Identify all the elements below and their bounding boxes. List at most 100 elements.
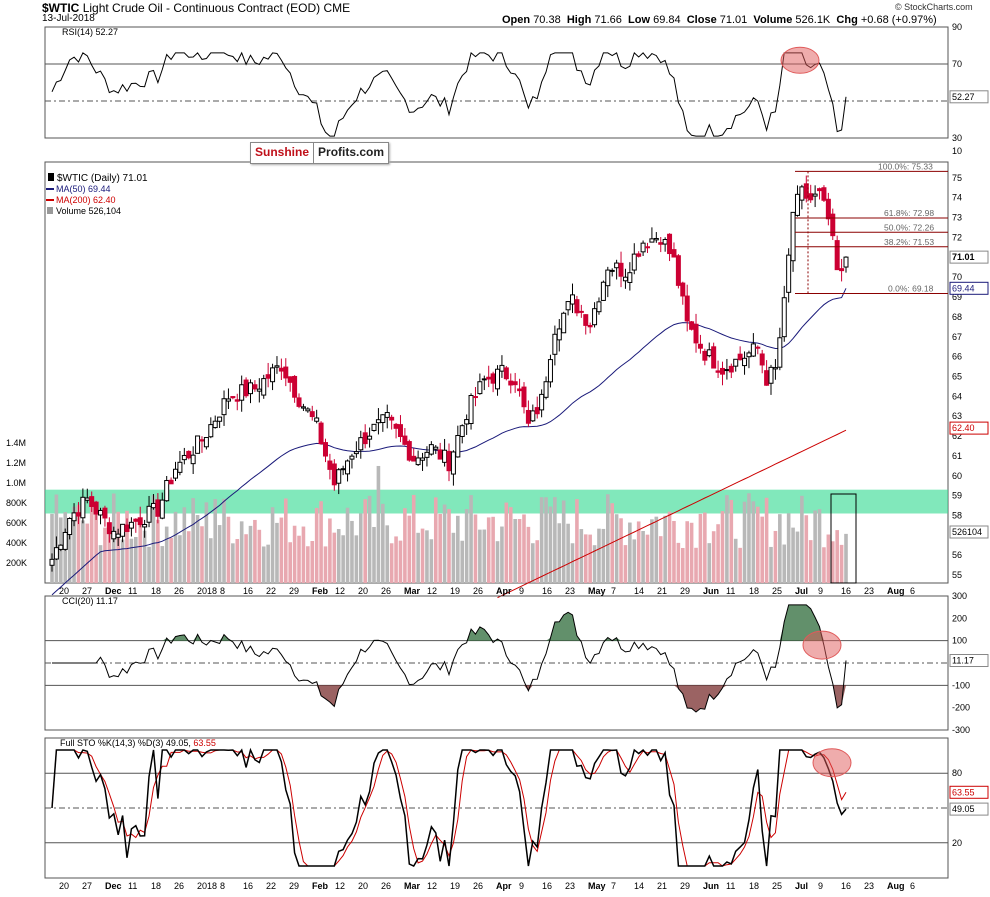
candle-body: [592, 308, 598, 326]
candle-body: [658, 242, 664, 245]
volume-bar: [275, 522, 279, 583]
sto-tick: 80: [952, 768, 962, 778]
x-label-bottom: 21: [657, 881, 667, 891]
volume-bar: [156, 519, 160, 583]
candle-body: [265, 374, 271, 379]
candle-body: [239, 384, 245, 401]
volume-bar: [107, 522, 112, 583]
x-label-bottom: 23: [565, 881, 575, 891]
candle-body: [693, 323, 699, 344]
price-tick-67: 67: [952, 332, 962, 342]
volume-bar: [341, 535, 345, 583]
volume-bar: [328, 518, 332, 583]
price-tick-62: 62: [952, 431, 962, 441]
sto-k-box: [949, 802, 989, 816]
candle-body: [464, 419, 470, 425]
volume-bar: [433, 497, 438, 583]
candle-body: [225, 398, 231, 402]
volume-bar: [319, 501, 323, 583]
x-label-top: 16: [841, 586, 851, 596]
volume-bar: [654, 516, 659, 583]
candle-body: [49, 558, 55, 566]
candle-body: [614, 262, 620, 269]
x-label-bottom: 6: [910, 881, 915, 891]
candle-body: [450, 451, 456, 475]
candle-body: [499, 364, 505, 372]
volume-bar: [658, 536, 663, 583]
x-label-bottom: 14: [634, 881, 644, 891]
cci-tick: 100: [952, 636, 967, 646]
volume-bar: [297, 535, 301, 583]
x-label-bottom: 18: [151, 881, 161, 891]
volume-highlight-box: [830, 493, 857, 584]
candle-body: [168, 479, 174, 485]
x-label-top: 12: [335, 586, 345, 596]
cci-tick: 300: [952, 591, 967, 601]
candle-body: [208, 424, 214, 438]
volume-bar: [698, 513, 703, 583]
candle-body: [508, 380, 514, 386]
candle-body: [75, 512, 81, 517]
volume-bar: [345, 507, 350, 583]
candle-body: [517, 388, 523, 392]
candle-body: [468, 395, 474, 425]
candle-body: [406, 441, 412, 461]
candle-body: [292, 375, 298, 398]
volume-bar: [191, 498, 195, 583]
volume-bar: [517, 519, 522, 583]
volume-bar: [685, 521, 689, 583]
x-label-top: 29: [289, 586, 299, 596]
x-label-bottom: 16: [243, 881, 253, 891]
candle-body: [433, 446, 439, 450]
candle-body: [287, 376, 293, 383]
price-tick-55: 55: [952, 570, 962, 580]
volume-bar: [473, 514, 478, 583]
x-label-top: Jun: [703, 586, 719, 596]
price-tick-59: 59: [952, 491, 962, 501]
volume-bar: [213, 499, 218, 583]
candle-body: [424, 451, 430, 458]
volume-bar: [500, 526, 504, 583]
volume-bar: [261, 546, 266, 583]
candle-body: [812, 193, 818, 197]
volume-bar: [632, 539, 637, 583]
cci-current-label: 11.17: [952, 656, 974, 666]
candle-body: [539, 393, 545, 411]
volume-bar: [606, 494, 610, 583]
price-tick-61: 61: [952, 451, 962, 461]
x-label-bottom: 7: [611, 881, 616, 891]
candle-body: [455, 435, 461, 458]
x-label-top: 18: [749, 586, 759, 596]
symbol: $WTIC: [42, 1, 80, 15]
candle-body: [274, 365, 280, 368]
candle-body: [684, 295, 690, 322]
volume-bar: [729, 499, 734, 583]
volume-bar: [389, 543, 394, 583]
x-label-top: 18: [151, 586, 161, 596]
volume-bar: [226, 516, 231, 583]
rsi-tick-10: 10: [952, 146, 962, 156]
candle-body: [261, 378, 267, 396]
volume-bar: [186, 531, 191, 583]
x-label-bottom: 23: [864, 881, 874, 891]
volume-bar: [103, 527, 107, 583]
candle-body: [89, 496, 95, 507]
rsi-highlight-ellipse: [780, 46, 820, 74]
candle-body: [728, 365, 734, 373]
cci-highlight-ellipse: [802, 630, 842, 660]
candle-body: [124, 524, 130, 533]
cci-tick: -300: [952, 725, 970, 735]
volume-bar: [151, 495, 156, 583]
x-label-top: May: [588, 586, 606, 596]
volume-bar: [786, 513, 791, 583]
x-label-bottom: Aug: [887, 881, 905, 891]
candle-body: [830, 213, 836, 237]
volume-tick: 800K: [6, 498, 27, 508]
volume-bar: [795, 531, 800, 583]
candle-body: [362, 432, 368, 445]
candle-body: [781, 297, 787, 338]
candle-body: [724, 369, 730, 372]
price-tick-69: 69: [952, 292, 962, 302]
price-tick-60: 60: [952, 471, 962, 481]
volume-bar: [407, 515, 412, 583]
